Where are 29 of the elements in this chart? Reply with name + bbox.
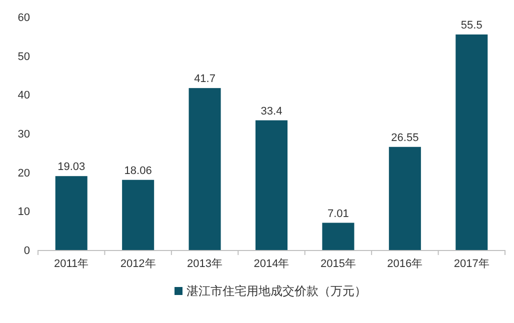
y-tick-label: 50 (18, 50, 30, 63)
bar (322, 222, 354, 250)
data-label: 33.4 (260, 105, 282, 118)
x-tick-label: 2014年 (254, 258, 290, 270)
y-tick-label: 60 (18, 12, 30, 24)
bar (122, 180, 154, 250)
bar (388, 146, 421, 250)
y-tick-label: 0 (24, 245, 30, 257)
y-tick-label: 30 (18, 128, 30, 140)
data-label: 26.55 (391, 132, 419, 144)
x-tick-label: 2011年 (54, 258, 89, 270)
bar (188, 88, 221, 250)
y-tick-label: 20 (18, 167, 30, 180)
bar (255, 120, 288, 250)
x-tick-label: 2012年 (120, 258, 156, 270)
data-label: 19.03 (58, 161, 86, 174)
data-label: 41.7 (194, 73, 216, 86)
x-tick-label: 2016年 (387, 258, 423, 270)
x-tick-label: 2015年 (320, 258, 356, 270)
y-tick-label: 10 (18, 206, 30, 218)
bar (55, 176, 88, 250)
data-label: 7.01 (328, 208, 349, 220)
x-tick-label: 2013年 (187, 258, 223, 270)
data-label: 55.5 (460, 19, 482, 32)
legend-label: 湛江市住宅用地成交价款（万元） (186, 284, 366, 298)
bar (456, 34, 488, 250)
data-label: 18.06 (124, 164, 152, 177)
y-tick-label: 40 (18, 90, 30, 102)
x-tick-label: 2017年 (454, 258, 490, 270)
